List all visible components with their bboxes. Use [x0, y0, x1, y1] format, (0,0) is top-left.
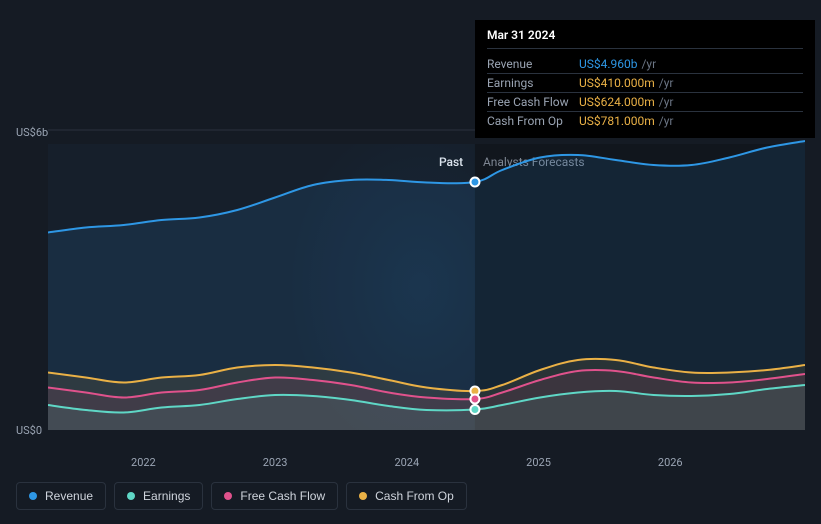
legend-label: Cash From Op — [375, 489, 454, 503]
tooltip-row-label: Cash From Op — [487, 114, 579, 128]
tooltip-row-suffix: /yr — [659, 95, 674, 109]
x-axis-label: 2022 — [131, 456, 156, 469]
tooltip-row-value: US$410.000m — [579, 76, 655, 90]
tooltip-row-value: US$781.000m — [579, 114, 655, 128]
tooltip-row-value: US$4.960b — [579, 57, 638, 71]
tooltip-row-label: Free Cash Flow — [487, 95, 579, 109]
tooltip-row: RevenueUS$4.960b/yr — [487, 55, 803, 74]
tooltip: Mar 31 2024 RevenueUS$4.960b/yrEarningsU… — [475, 20, 815, 138]
tooltip-row-value: US$624.000m — [579, 95, 655, 109]
tooltip-row-suffix: /yr — [641, 57, 656, 71]
legend-label: Free Cash Flow — [240, 489, 325, 503]
legend-item-revenue[interactable]: Revenue — [16, 482, 106, 510]
tooltip-row: Free Cash FlowUS$624.000m/yr — [487, 93, 803, 112]
legend-dot-icon — [29, 492, 37, 500]
tooltip-row: Cash From OpUS$781.000m/yr — [487, 112, 803, 130]
y-axis-label-top: US$6b — [16, 126, 48, 139]
tooltip-row: EarningsUS$410.000m/yr — [487, 74, 803, 93]
legend: Revenue Earnings Free Cash Flow Cash From O… — [16, 482, 467, 510]
x-axis-label: 2025 — [526, 456, 551, 469]
y-axis-label-bottom: US$0 — [16, 424, 42, 437]
chart-container: US$6b US$0 Past Analysts Forecasts 20222… — [0, 0, 821, 524]
legend-dot-icon — [127, 492, 135, 500]
tooltip-row-suffix: /yr — [659, 76, 674, 90]
x-axis-label: 2024 — [394, 456, 419, 469]
legend-dot-icon — [224, 492, 232, 500]
x-axis-label: 2023 — [263, 456, 288, 469]
legend-label: Revenue — [45, 489, 93, 503]
legend-item-cash-from-op[interactable]: Cash From Op — [346, 482, 467, 510]
tooltip-date: Mar 31 2024 — [487, 28, 803, 49]
x-axis-label: 2026 — [658, 456, 683, 469]
legend-item-free-cash-flow[interactable]: Free Cash Flow — [211, 482, 338, 510]
tooltip-row-label: Earnings — [487, 76, 579, 90]
tooltip-row-label: Revenue — [487, 57, 579, 71]
legend-dot-icon — [359, 492, 367, 500]
legend-item-earnings[interactable]: Earnings — [114, 482, 203, 510]
legend-label: Earnings — [143, 489, 190, 503]
chart-area: US$6b US$0 Past Analysts Forecasts 20222… — [16, 16, 805, 476]
tooltip-row-suffix: /yr — [659, 114, 674, 128]
